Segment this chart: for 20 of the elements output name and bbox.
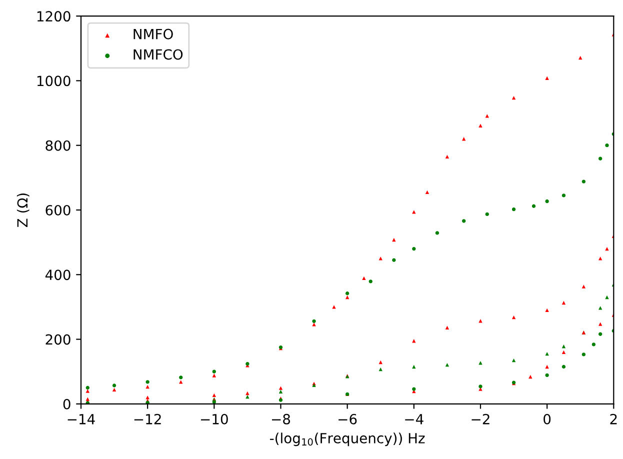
x-tick-label: 2 [610,414,617,424]
y-tick-label: 1200 [37,11,70,22]
x-tick-label: −14 [68,414,95,424]
x-tick-label: −8 [272,414,290,424]
y-tick-label: 600 [46,204,70,216]
y-tick-label: 400 [45,270,70,280]
legend-label: NMFO [134,28,173,40]
y-tick-label: 800 [46,140,70,151]
x-tick-label: −4 [405,414,424,424]
y-tick-label: 0 [63,398,70,410]
x-tick-label: −2 [472,414,490,424]
y-tick-label: 1000 [37,76,70,86]
y-axis-title: Z (Ω) [16,193,30,228]
x-tick-label: −10 [200,414,228,424]
legend-label: NMFCO [134,49,183,60]
x-axis-title: -(log$_{10}$(Frequency)) Hz [270,432,425,446]
y-tick-label: 200 [46,334,70,345]
x-tick-label: −6 [338,414,357,424]
x-tick-label: −12 [134,414,161,424]
x-tick-label: 0 [544,414,551,424]
